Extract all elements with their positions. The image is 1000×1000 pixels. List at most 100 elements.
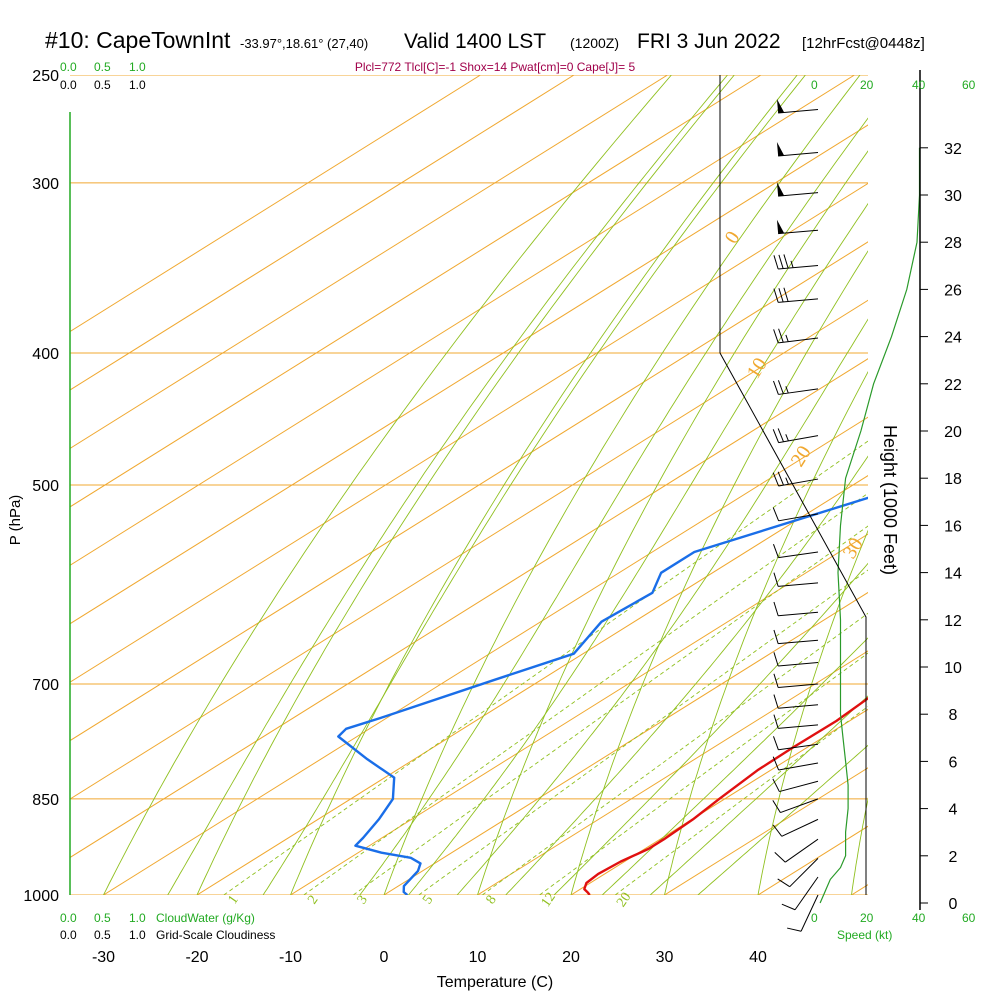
forecast-date: FRI 3 Jun 2022	[637, 30, 781, 53]
wind-speed-line	[819, 147, 921, 904]
mixing-ratio-line	[418, 569, 868, 895]
cloud-scale-bottom-black-2: 1.0	[129, 928, 146, 942]
dry-adiabat-line	[757, 529, 868, 895]
wind-barb	[773, 694, 819, 709]
isotherm-line	[70, 75, 855, 566]
speed-top-tick-0: 0	[811, 78, 818, 92]
height-tick-label-30: 30	[944, 188, 962, 205]
isotherm-line	[70, 182, 868, 683]
wind-barbs	[772, 99, 819, 932]
moist-adiabat-line	[456, 318, 868, 895]
height-tick-label-4: 4	[949, 802, 958, 819]
height-tick-label-6: 6	[949, 754, 958, 771]
height-tick-label-10: 10	[944, 660, 962, 677]
plot-boundary	[719, 75, 867, 895]
height-tick-label-18: 18	[944, 471, 962, 488]
wind-barb	[774, 838, 819, 863]
wind-barb	[776, 142, 819, 157]
isotherm-line	[70, 75, 481, 333]
upper-isotherm-label-30: 30	[839, 534, 868, 563]
moist-adiabat-line	[553, 562, 868, 895]
mixing-ratio-label-3: 3	[355, 893, 371, 907]
speed-bottom-tick-2: 40	[912, 911, 926, 925]
dry-adiabat-line	[477, 150, 868, 895]
cloud-scale-bottom-green-2: 1.0	[129, 911, 146, 925]
cloud-scale-top-green-2: 1.0	[129, 60, 146, 74]
surface-temperature-point	[586, 898, 594, 906]
dry-adiabat-line	[570, 250, 868, 895]
upper-isotherm-label-20: 20	[787, 442, 816, 471]
x-axis-title: Temperature (C)	[437, 974, 553, 991]
wind-barb	[773, 714, 819, 729]
cloud-scale-bottom: 0.0 0.5 1.0 CloudWater (g/Kg) 0.0 0.5 1.…	[60, 911, 275, 942]
isotherm-line	[70, 75, 668, 450]
x-tick-label-30: 30	[656, 949, 674, 966]
wind-barb	[773, 380, 819, 395]
valid-time: Valid 1400 LST	[404, 30, 546, 53]
height-tick-label-12: 12	[944, 613, 962, 630]
wind-barb	[787, 894, 819, 932]
y-tick-label-1000: 1000	[23, 888, 59, 905]
x-tick-label-20: 20	[562, 949, 580, 966]
wind-barb	[773, 254, 819, 270]
y-tick-label-500: 500	[32, 478, 59, 495]
x-tick-label-40: 40	[749, 949, 767, 966]
dry-adiabat-line	[290, 75, 798, 895]
isotherm-line	[196, 475, 868, 895]
height-tick-label-2: 2	[949, 849, 958, 866]
cloud-scale-top-green-0: 0.0	[60, 60, 77, 74]
height-tick-label-20: 20	[944, 424, 962, 441]
wind-barb	[777, 858, 819, 888]
cloud-scale-top-green-1: 0.5	[94, 60, 111, 74]
wind-barb	[773, 629, 819, 645]
moist-adiabat-line	[697, 744, 868, 895]
sounding-curves	[337, 496, 868, 906]
mixing-ratio-label-1: 1	[225, 893, 241, 907]
stability-indices: Plcl=772 Tlcl[C]=-1 Shox=14 Pwat[cm]=0 C…	[355, 60, 636, 74]
height-tick-label-14: 14	[944, 566, 962, 583]
y-axis-title: P (hPa)	[7, 495, 24, 546]
x-tick-label--20: -20	[185, 949, 208, 966]
isotherm-line	[70, 241, 868, 742]
wind-barb	[772, 818, 819, 837]
isotherm-line	[103, 416, 868, 895]
x-tick-label-0: 0	[380, 949, 389, 966]
isotherm-line	[851, 884, 868, 895]
moist-adiabat-line	[649, 695, 868, 895]
wind-barb	[776, 182, 819, 197]
wind-barb	[773, 543, 819, 559]
moist-adiabat-line	[262, 75, 806, 895]
cloud-scale-bottom-green-0: 0.0	[60, 911, 77, 925]
wind-barb	[781, 876, 819, 911]
height-axis-title: Height (1000 Feet)	[880, 425, 900, 575]
x-tick-label-10: 10	[469, 949, 487, 966]
cloud-scale-top-black-2: 1.0	[129, 78, 146, 92]
cloudwater-label: CloudWater (g/Kg)	[156, 911, 255, 925]
wind-barb	[772, 778, 819, 793]
surface-dewpoint-point	[436, 898, 444, 906]
dry-adiabat-line	[383, 75, 861, 895]
height-tick-label-32: 32	[944, 141, 962, 158]
x-tick-label--10: -10	[279, 949, 302, 966]
cloud-scale-top-black-1: 0.5	[94, 78, 111, 92]
cloud-scale-top: 0.0 0.5 1.0 0.0 0.5 1.0	[60, 60, 146, 92]
wind-barb	[773, 328, 819, 344]
cloudiness-label: Grid-Scale Cloudiness	[156, 928, 275, 942]
isotherm-line	[70, 75, 762, 508]
dry-adiabat-line	[196, 75, 735, 895]
mixing-ratio-line	[223, 440, 868, 895]
wind-barb	[773, 673, 819, 689]
mixing-ratio-label-8: 8	[483, 893, 499, 907]
isotherm-line	[70, 358, 868, 859]
wind-barb	[776, 219, 819, 235]
cloud-scale-bottom-green-1: 0.5	[94, 911, 111, 925]
zulu-time: (1200Z)	[570, 35, 619, 51]
speed-bottom-tick-3: 60	[962, 911, 976, 925]
dry-adiabat-line	[664, 370, 868, 895]
plot-grid	[70, 75, 868, 895]
dewpoint-line	[337, 496, 868, 895]
upper-isotherm-label-0: 0	[721, 228, 745, 248]
mixing-ratio-line	[614, 705, 868, 895]
